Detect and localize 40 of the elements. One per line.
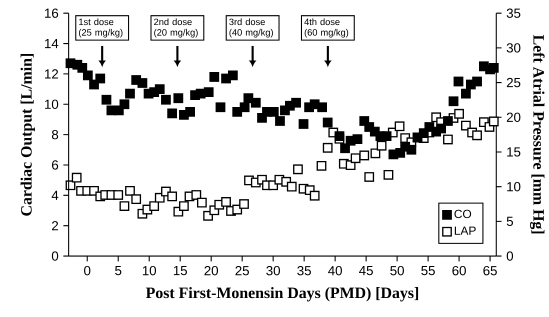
y2-axis-title: Left Atrial Pressure [mm Hg]	[530, 35, 545, 234]
y2-tick-label: 20	[506, 112, 520, 122]
x-tick-label: 5	[115, 266, 122, 276]
y-tick-label: 10	[45, 100, 58, 110]
x-tick-label: 25	[235, 266, 249, 276]
x-tick-label: 20	[204, 266, 218, 276]
x-tick-label: 35	[297, 266, 311, 276]
x-tick-label: 65	[483, 266, 497, 276]
annotation: 2nd dose (20 mg/kg)	[154, 18, 198, 38]
x-tick-label: 30	[266, 266, 280, 276]
y-tick-label: 16	[45, 8, 58, 18]
y2-tick-label: 35	[506, 8, 520, 18]
y2-tick-label: 30	[506, 43, 520, 53]
annotation: 1st dose (25 mg/kg)	[78, 18, 122, 38]
x-tick-label: 45	[359, 266, 373, 276]
y-tick-label: 8	[52, 130, 58, 140]
x-axis-title: Post First-Monensin Days (PMD) [Days]	[146, 287, 418, 302]
annotation: 3rd dose (40 mg/kg)	[229, 18, 273, 38]
legend-label: LAP	[454, 226, 476, 235]
annotation: 4th dose (60 mg/kg)	[304, 18, 348, 38]
y-tick-label: 12	[45, 69, 58, 79]
x-tick-label: 40	[328, 266, 342, 276]
legend-label: CO	[454, 210, 472, 218]
y2-tick-label: 5	[506, 216, 514, 226]
y2-tick-label: 0	[506, 251, 514, 261]
x-tick-label: 15	[174, 266, 187, 276]
x-tick-label: 10	[142, 266, 156, 276]
y2-tick-label: 25	[506, 78, 520, 88]
x-tick-label: 55	[421, 266, 435, 276]
y2-tick-label: 15	[507, 147, 520, 157]
x-tick-label: 60	[452, 266, 466, 276]
x-tick-label: 0	[84, 266, 90, 276]
y-tick-label: 0	[52, 251, 58, 261]
y-tick-label: 6	[52, 160, 58, 170]
y-tick-label: 2	[52, 221, 58, 230]
y-axis-title: Cardiac Output [L/min]	[20, 54, 35, 216]
y-tick-label: 14	[45, 39, 58, 48]
y2-tick-label: 10	[507, 182, 520, 192]
x-tick-label: 50	[390, 266, 404, 276]
y-tick-label: 4	[52, 190, 58, 200]
